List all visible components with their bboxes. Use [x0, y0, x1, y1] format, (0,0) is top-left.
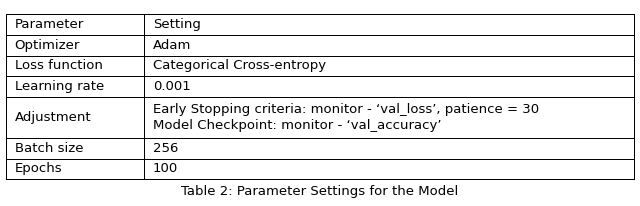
Text: 256: 256 [153, 142, 178, 155]
Text: Learning rate: Learning rate [15, 80, 104, 93]
Text: 100: 100 [153, 162, 178, 176]
Bar [6, 76, 145, 97]
Bar [6, 35, 145, 56]
Bar [145, 159, 634, 179]
Text: Table 2: Parameter Settings for the Model: Table 2: Parameter Settings for the Mode… [181, 185, 459, 198]
Text: Epochs: Epochs [15, 162, 62, 176]
Bar [6, 138, 145, 159]
Text: Early Stopping criteria: monitor - ‘val_loss’, patience = 30
Model Checkpoint: m: Early Stopping criteria: monitor - ‘val_… [153, 103, 539, 132]
Text: Loss function: Loss function [15, 59, 102, 73]
Text: Optimizer: Optimizer [15, 39, 80, 52]
Text: Parameter: Parameter [15, 18, 84, 31]
Bar [6, 97, 145, 138]
Text: Adam: Adam [153, 39, 191, 52]
Bar [145, 35, 634, 56]
Bar [145, 76, 634, 97]
Bar [6, 159, 145, 179]
Bar [6, 14, 145, 35]
Bar [145, 56, 634, 76]
Text: Adjustment: Adjustment [15, 111, 92, 124]
Bar [145, 14, 634, 35]
Bar [6, 14, 634, 179]
Bar [145, 138, 634, 159]
Text: Setting: Setting [153, 18, 200, 31]
Text: 0.001: 0.001 [153, 80, 191, 93]
Text: Categorical Cross-entropy: Categorical Cross-entropy [153, 59, 326, 73]
Text: Batch size: Batch size [15, 142, 83, 155]
Bar [145, 97, 634, 138]
Bar [6, 56, 145, 76]
